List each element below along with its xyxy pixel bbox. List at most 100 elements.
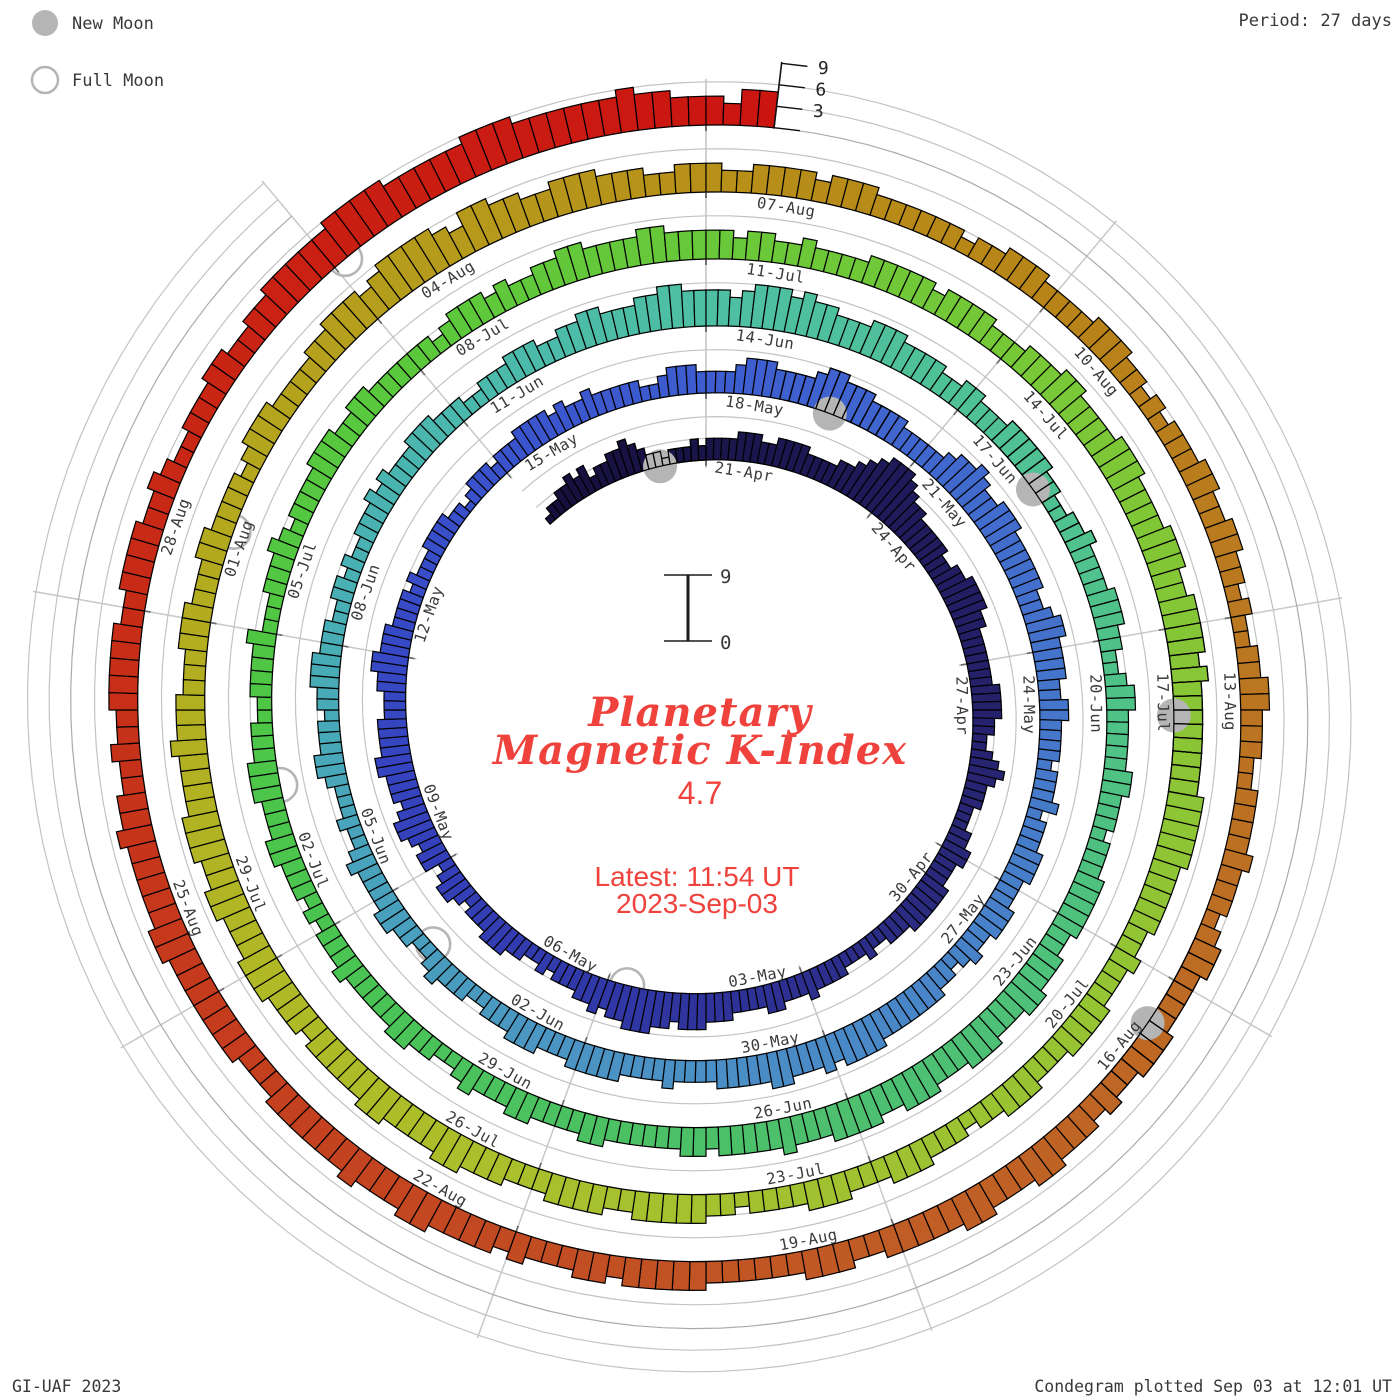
k-bar (1051, 1025, 1084, 1058)
k-bar (705, 1126, 720, 1150)
k-bar (332, 574, 359, 595)
k-bar (772, 286, 794, 333)
center-scale-min: 0 (720, 632, 731, 654)
k-bar (1239, 724, 1264, 744)
k-bar (642, 172, 662, 198)
k-bar (716, 289, 732, 327)
k-bar (563, 1038, 586, 1071)
k-bar (626, 167, 647, 200)
k-bar (585, 306, 609, 346)
k-bar (130, 520, 165, 547)
k-bar (603, 981, 625, 1020)
k-bar (705, 289, 719, 327)
k-bar-outline (616, 438, 636, 477)
k-bar-outline (1064, 529, 1098, 554)
credit-label: GI-UAF 2023 (12, 1377, 121, 1396)
k-bar-outline (874, 409, 901, 441)
k-bar (1038, 698, 1070, 711)
k-bar (419, 414, 449, 446)
k-bar (1185, 473, 1221, 501)
k-bar (316, 698, 340, 711)
k-bar (695, 370, 707, 395)
k-bar (436, 863, 462, 885)
k-bar (320, 428, 354, 459)
k-bar (549, 959, 570, 985)
k-bar (705, 229, 721, 260)
k-bar (1226, 597, 1253, 619)
k-bar (449, 1056, 475, 1083)
k-bar (383, 1010, 415, 1042)
k-bar-outline (652, 450, 664, 469)
legend: New Moon Full Moon (30, 10, 164, 95)
k-bar (478, 995, 503, 1021)
k-bar (950, 1189, 984, 1232)
k-bar (680, 289, 696, 328)
radial-gridline (934, 841, 1273, 1038)
radial-gridline (120, 852, 459, 1049)
k-bar (335, 813, 362, 832)
k-bar (436, 512, 461, 535)
k-bar (971, 692, 1002, 703)
k-bar (705, 1260, 724, 1284)
k-bar (449, 396, 474, 423)
k-bar (802, 1178, 825, 1212)
k-bar (671, 1260, 691, 1292)
k-bar (382, 623, 415, 641)
k-bar (120, 775, 146, 796)
k-bar (203, 879, 245, 908)
k-bar (315, 923, 343, 948)
k-bar (393, 1183, 429, 1225)
k-bar (870, 467, 917, 519)
k-bar (375, 468, 407, 497)
k-bar (1232, 629, 1251, 649)
k-bar-outline (1089, 1081, 1123, 1116)
k-bar (814, 1035, 838, 1075)
k-bar (816, 303, 840, 344)
k-bar (627, 379, 644, 405)
k-bar (1002, 980, 1039, 1017)
k-bar (491, 116, 524, 165)
k-bar (566, 241, 591, 282)
k-bar (854, 182, 880, 216)
k-bar (534, 951, 555, 976)
k-bar (651, 90, 673, 129)
k-bar (310, 651, 342, 668)
k-bar (619, 985, 641, 1032)
k-bar (363, 488, 395, 515)
k-bar (677, 230, 694, 262)
k-bar (169, 738, 209, 758)
k-bar (735, 170, 754, 194)
k-bar (621, 1256, 643, 1289)
date-label: 27-Apr (952, 676, 971, 735)
center-scale-max: 9 (720, 566, 731, 588)
k-bar (919, 359, 948, 391)
k-bar (256, 709, 273, 724)
k-bar (115, 823, 157, 850)
k-bar (456, 1063, 485, 1096)
k-bar (116, 725, 140, 745)
legend-full-moon-label: Full Moon (72, 71, 164, 91)
k-bar-outline (697, 444, 707, 462)
new-moon-icon (32, 10, 58, 36)
k-bar (181, 601, 214, 624)
legend-new-moon-label: New Moon (72, 14, 154, 34)
k-bar-outline (1167, 777, 1200, 798)
k-bar (115, 709, 139, 728)
k-bar (1152, 844, 1193, 871)
k-bar (146, 471, 181, 500)
k-bar (1146, 551, 1187, 578)
full-moon-icon (30, 65, 60, 95)
k-bar-outline (1120, 1045, 1155, 1078)
k-bar (1238, 676, 1270, 696)
k-bar (669, 96, 690, 128)
k-bar (478, 462, 502, 487)
k-bar (570, 1248, 595, 1282)
k-bar (1171, 680, 1203, 698)
k-bar (673, 163, 692, 195)
k-bar (690, 1193, 707, 1225)
k-bar (264, 832, 298, 856)
k-bar (971, 700, 1003, 711)
k-bar (718, 229, 735, 260)
k-bar (342, 290, 379, 330)
k-bar (302, 901, 330, 925)
